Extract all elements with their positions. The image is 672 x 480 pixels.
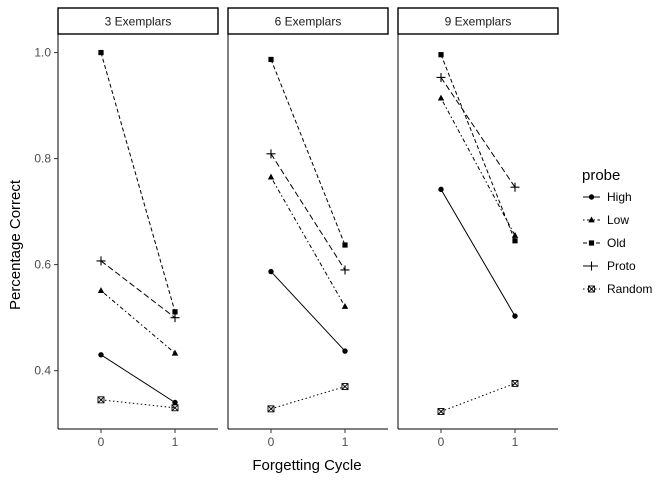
facet-panel: 6 Exemplars	[227, 7, 389, 429]
data-point-proto	[436, 72, 446, 82]
data-point-proto	[170, 313, 180, 323]
x-tick-label: 1	[342, 435, 349, 449]
legend-label: Proto	[607, 259, 636, 273]
legend-entry-proto: Proto	[583, 259, 636, 273]
data-point-proto	[96, 256, 106, 266]
facet-panels: 3 Exemplars 6 Exemplars 9 Exemplars	[57, 7, 559, 429]
data-point-random	[437, 408, 445, 415]
series-line-random	[100, 399, 176, 409]
data-point-old	[268, 56, 274, 63]
legend-entry-low: Low	[583, 213, 629, 227]
facet-strip	[397, 7, 559, 35]
x-axis-title: Forgetting Cycle	[252, 457, 361, 474]
data-point-random	[171, 404, 179, 412]
data-point-proto	[266, 149, 276, 159]
x-tick-label: 1	[172, 435, 179, 449]
data-point-low	[267, 173, 275, 180]
data-point-old	[512, 238, 518, 244]
legend-title: probe	[582, 167, 620, 184]
facet-strip-label: 9 Exemplars	[445, 15, 512, 29]
facet-panel: 9 Exemplars	[397, 7, 559, 429]
series-line-proto	[100, 260, 176, 319]
legend-key-marker	[588, 216, 595, 223]
facet-strip-label: 3 Exemplars	[105, 15, 172, 29]
data-point-random	[341, 383, 349, 391]
y-tick-label: 0.4	[34, 364, 51, 378]
legend-label: High	[607, 190, 632, 204]
facet-strip	[227, 7, 389, 35]
data-point-high	[342, 348, 348, 354]
data-point-high	[268, 268, 274, 275]
series-line-low	[440, 97, 516, 236]
series-line-high	[270, 271, 346, 352]
series-line-low	[270, 176, 346, 307]
legend-key-marker	[588, 285, 595, 293]
series-line-proto	[440, 77, 516, 188]
data-point-old	[172, 309, 178, 315]
data-point-old	[98, 49, 104, 56]
y-axis: 0.4 0.6 0.8 1.0	[34, 46, 58, 378]
data-point-old	[342, 242, 348, 248]
series-line-old	[440, 54, 516, 241]
data-point-high	[172, 399, 178, 406]
data-point-high	[98, 352, 104, 358]
y-tick-label: 0.6	[34, 258, 51, 272]
x-axis: 0 1 0 1 0 1	[58, 428, 558, 449]
legend-key-marker	[588, 240, 595, 246]
legend-entry-high: High	[583, 190, 632, 204]
data-point-low	[511, 231, 519, 238]
data-point-proto	[340, 265, 350, 275]
y-tick-label: 0.8	[34, 152, 51, 166]
data-point-random	[511, 379, 519, 387]
data-point-low	[171, 349, 179, 356]
data-point-random	[267, 405, 275, 413]
legend-label: Random	[607, 282, 652, 296]
legend-key-marker	[588, 194, 595, 200]
legend-entry-random: Random	[583, 282, 652, 296]
legend-key-marker	[587, 261, 596, 271]
data-point-random	[97, 396, 105, 404]
legend: probe High Low Old Proto Random	[582, 167, 652, 296]
data-point-proto	[510, 182, 520, 192]
legend-label: Low	[607, 213, 629, 227]
legend-entry-old: Old	[583, 236, 626, 250]
series-line-old	[270, 59, 346, 246]
series-line-old	[100, 52, 176, 312]
data-point-high	[512, 313, 518, 319]
x-tick-label: 0	[268, 435, 275, 449]
series-line-random	[270, 386, 346, 410]
data-point-high	[438, 186, 444, 193]
facet-strip-label: 6 Exemplars	[275, 15, 342, 29]
series-line-high	[440, 189, 516, 317]
data-point-low	[341, 303, 349, 309]
data-point-low	[97, 287, 105, 294]
x-tick-label: 0	[98, 435, 105, 449]
y-axis-title: Percentage Correct	[7, 179, 24, 310]
facet-strip	[57, 7, 219, 35]
series-line-random	[440, 382, 516, 412]
legend-label: Old	[607, 236, 626, 250]
data-point-old	[438, 52, 444, 58]
series-line-low	[100, 290, 176, 354]
x-tick-label: 1	[512, 435, 519, 449]
series-line-high	[100, 354, 176, 403]
data-point-low	[437, 94, 445, 101]
y-tick-label: 1.0	[34, 46, 51, 60]
series-line-proto	[270, 153, 346, 271]
x-tick-label: 0	[438, 435, 445, 449]
facet-panel: 3 Exemplars	[57, 7, 219, 429]
